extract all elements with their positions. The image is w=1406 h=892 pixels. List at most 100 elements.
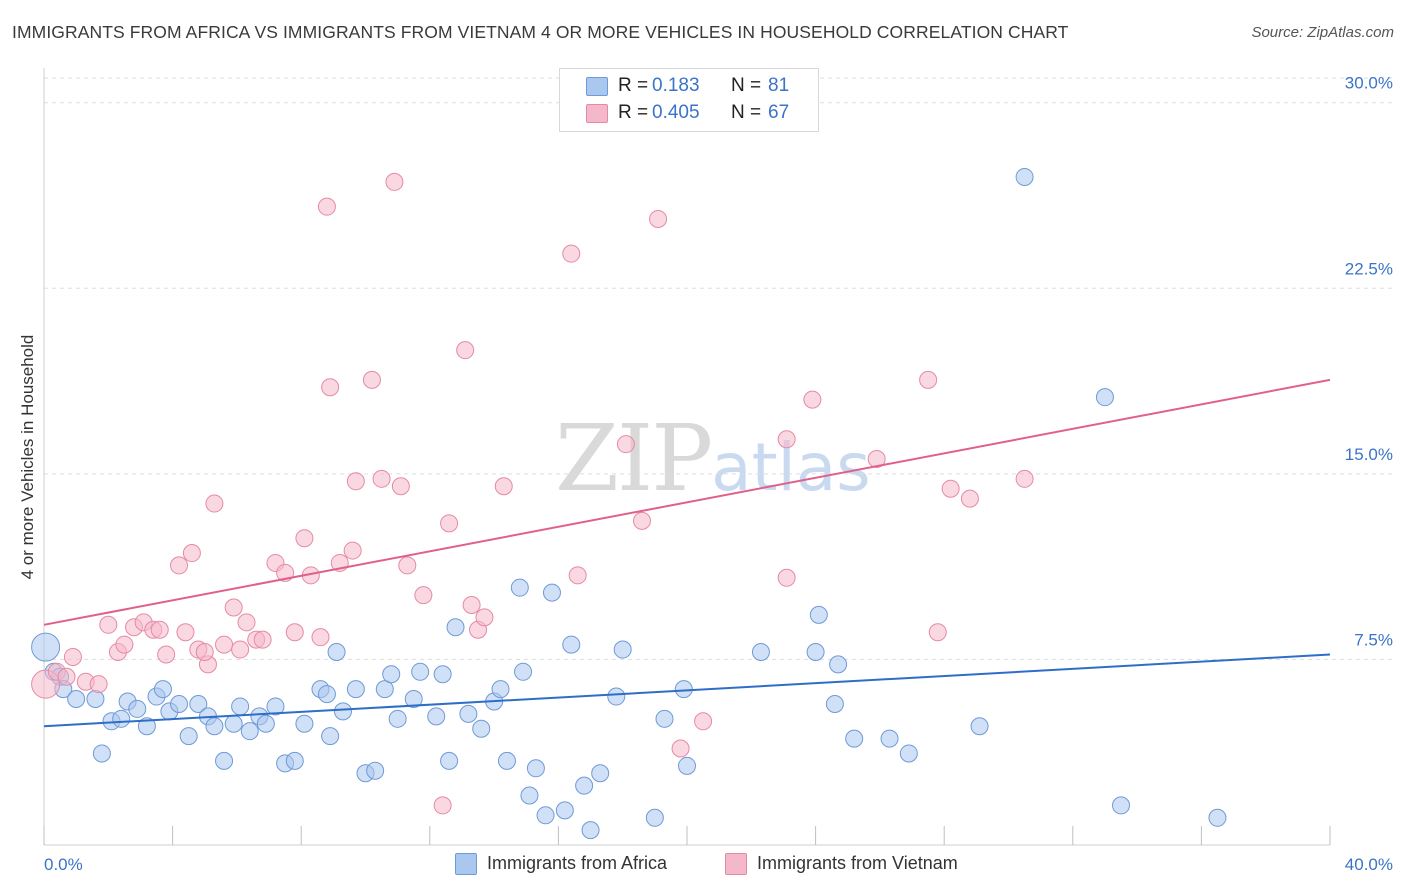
point-africa	[231, 697, 250, 716]
point-africa	[542, 583, 561, 602]
point-vietnam	[398, 556, 417, 575]
point-vietnam	[385, 172, 404, 191]
point-africa	[256, 714, 275, 733]
point-africa	[674, 680, 693, 699]
point-vietnam	[777, 568, 796, 587]
point-vietnam	[391, 477, 410, 496]
point-africa	[266, 697, 285, 716]
point-africa	[510, 578, 529, 597]
point-africa	[375, 680, 394, 699]
point-vietnam	[867, 450, 886, 469]
point-africa	[581, 821, 600, 840]
point-vietnam	[960, 489, 979, 508]
trend-layer	[43, 378, 1331, 728]
legend-r-value: 0.183	[652, 75, 700, 96]
legend-swatch-vietnam	[725, 853, 747, 875]
source-label: Source: ZipAtlas.com	[1251, 24, 1394, 41]
point-vietnam	[433, 796, 452, 815]
point-vietnam	[616, 435, 635, 454]
point-africa	[655, 709, 674, 728]
point-africa	[829, 655, 848, 674]
point-vietnam	[649, 210, 668, 229]
point-africa	[31, 632, 61, 662]
point-vietnam	[671, 739, 690, 758]
point-vietnam	[456, 341, 475, 360]
legend-n-value: 81	[768, 75, 790, 96]
point-vietnam	[440, 514, 459, 533]
point-vietnam	[237, 613, 256, 632]
point-africa	[388, 709, 407, 728]
point-africa	[809, 605, 828, 624]
point-africa	[526, 759, 545, 778]
point-africa	[240, 722, 259, 741]
point-vietnam	[694, 712, 713, 731]
point-africa	[317, 685, 336, 704]
legend-swatch-vietnam	[586, 104, 608, 123]
point-vietnam	[231, 640, 250, 659]
point-vietnam	[253, 630, 272, 649]
legend-r-value: 0.405	[652, 102, 700, 123]
point-africa	[562, 635, 581, 654]
point-vietnam	[150, 620, 169, 639]
point-vietnam	[1015, 469, 1034, 488]
legend-swatch-africa	[455, 853, 477, 875]
point-africa	[536, 806, 555, 825]
y-tick-label: 30.0%	[1345, 74, 1393, 93]
point-africa	[153, 680, 172, 699]
label-layer: 7.5% 15.0% 22.5% 30.0% 0.0% 40.0%	[44, 74, 1393, 874]
point-vietnam	[475, 608, 494, 627]
point-vietnam	[562, 244, 581, 263]
point-africa	[137, 717, 156, 736]
point-africa	[446, 618, 465, 637]
point-africa	[205, 717, 224, 736]
point-vietnam	[285, 623, 304, 642]
point-africa	[591, 764, 610, 783]
trend-line-vietnam	[43, 378, 1331, 626]
y-tick-label: 22.5%	[1345, 259, 1393, 278]
point-vietnam	[195, 643, 214, 662]
chart-title: IMMIGRANTS FROM AFRICA VS IMMIGRANTS FRO…	[12, 22, 1069, 42]
points-layer	[31, 167, 1227, 840]
point-vietnam	[919, 370, 938, 389]
legend-r-label: R =	[618, 102, 649, 123]
point-africa	[215, 751, 234, 770]
point-africa	[189, 694, 208, 713]
point-africa	[440, 751, 459, 770]
point-vietnam	[372, 469, 391, 488]
point-africa	[497, 751, 516, 770]
watermark: ZIPatlas	[555, 405, 871, 512]
point-vietnam	[362, 370, 381, 389]
point-africa	[1015, 167, 1034, 186]
point-africa	[514, 662, 533, 681]
y-tick-label: 15.0%	[1345, 445, 1393, 464]
point-africa	[1208, 808, 1227, 827]
point-africa	[170, 694, 189, 713]
point-africa	[321, 727, 340, 746]
point-africa	[346, 680, 365, 699]
point-africa	[327, 643, 346, 662]
point-vietnam	[224, 598, 243, 617]
point-africa	[845, 729, 864, 748]
y-tick-label: 7.5%	[1354, 630, 1393, 649]
trend-line-africa	[43, 653, 1331, 728]
legend-row-vietnam: R = 0.405 N = 67	[560, 100, 818, 127]
point-vietnam	[57, 667, 76, 686]
point-africa	[899, 744, 918, 763]
point-africa	[575, 776, 594, 795]
point-africa	[825, 694, 844, 713]
point-vietnam	[295, 529, 314, 548]
legend-swatch-africa	[586, 77, 608, 96]
legend-row-africa: R = 0.183 N = 81	[560, 73, 818, 100]
legend-n-label: N =	[731, 102, 762, 123]
point-vietnam	[311, 628, 330, 647]
axis-layer	[43, 68, 1331, 846]
point-africa	[112, 709, 131, 728]
point-vietnam	[157, 645, 176, 664]
point-vietnam	[414, 586, 433, 605]
point-vietnam	[568, 566, 587, 585]
point-africa	[433, 665, 452, 684]
point-africa	[404, 690, 423, 709]
point-vietnam	[803, 390, 822, 409]
point-vietnam	[632, 511, 651, 530]
